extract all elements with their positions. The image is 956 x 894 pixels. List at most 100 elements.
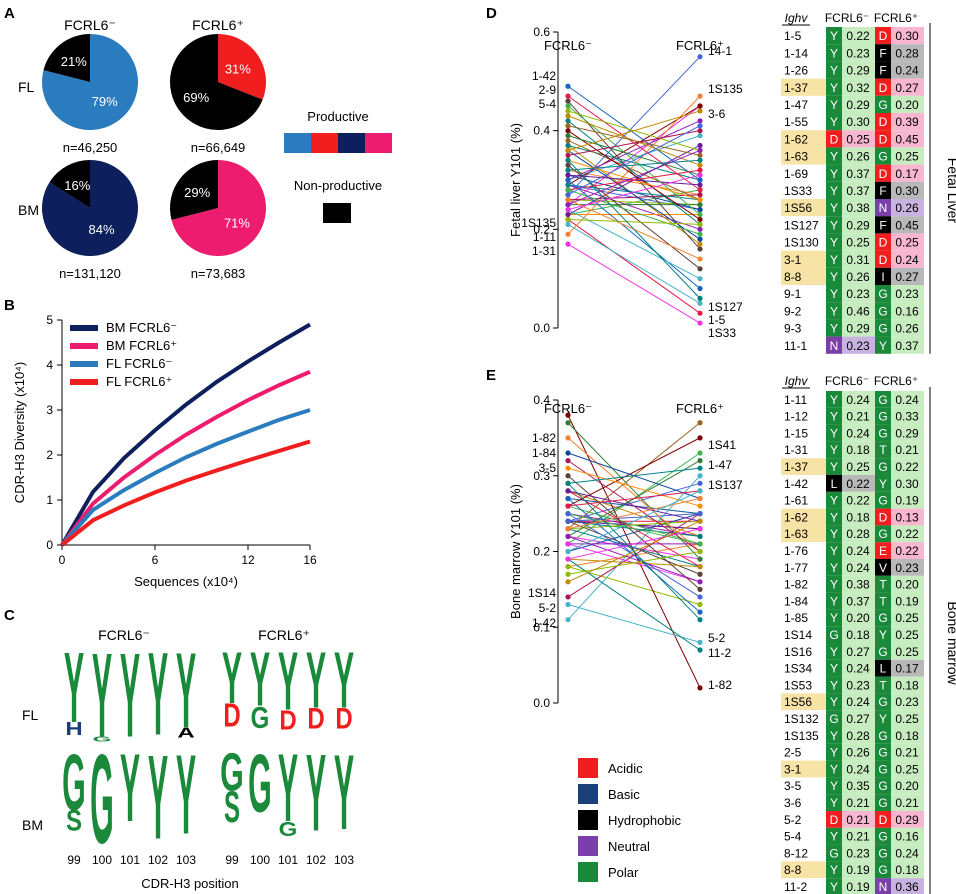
y-tick-label: 2 [46, 448, 53, 462]
value-cell [891, 659, 924, 677]
pair-point [697, 450, 703, 456]
value-text: 0.20 [895, 779, 919, 793]
logo-letter: G [90, 728, 114, 871]
aa-cell [826, 233, 842, 251]
aa-letter: Y [830, 393, 838, 407]
aa-letter: Y [830, 115, 838, 129]
aa-letter: Y [830, 253, 838, 267]
pair-point [565, 113, 571, 119]
aa-cell [875, 508, 891, 526]
value-text: 0.26 [846, 150, 870, 164]
aa-letter: D [879, 29, 888, 43]
aa-letter: G [878, 150, 887, 164]
logo-letter: Y [278, 637, 298, 729]
logo-letter: S [66, 804, 82, 837]
pair-line [567, 218, 701, 225]
pie-slice-productive [42, 160, 138, 257]
pair-line [567, 164, 701, 270]
pair-line [567, 140, 701, 201]
aa-cell [826, 861, 842, 879]
aa-cell [875, 391, 891, 408]
value-text: 0.29 [846, 98, 870, 112]
aa-letter: N [879, 201, 888, 215]
value-cell [891, 626, 924, 643]
value-text: 0.24 [846, 544, 870, 558]
aa-letter: Y [830, 494, 838, 508]
aa-letter: V [879, 561, 887, 575]
value-text: 0.21 [846, 796, 870, 810]
value-text: 0.16 [895, 304, 919, 318]
value-text: 0.23 [895, 287, 919, 301]
value-text: 0.28 [895, 46, 919, 60]
pair-point [565, 480, 571, 486]
pair-line [567, 490, 701, 522]
pair-point [697, 147, 703, 153]
value-text: 0.23 [846, 678, 870, 692]
value-text: 0.25 [895, 645, 919, 659]
legend-label: BM FCRL6⁺ [106, 338, 177, 353]
aa-cell [826, 61, 842, 79]
logo-letter: Y [64, 631, 84, 743]
aa-letter: Y [830, 410, 838, 424]
y-tick-label: 3 [46, 403, 53, 417]
pie-pct-label: 29% [184, 185, 210, 200]
pair-point [565, 123, 571, 129]
logo-letter: G [248, 739, 272, 831]
pair-line [567, 243, 701, 324]
pair-point [697, 541, 703, 547]
aa-letter: L [831, 477, 838, 491]
gene-name: 8-8 [784, 863, 802, 877]
gene-name: 1-63 [784, 527, 808, 541]
pair-point [565, 187, 571, 193]
pair-point [565, 202, 571, 208]
value-cell [891, 794, 924, 811]
pair-line [567, 179, 701, 289]
pair-point [565, 518, 571, 524]
aa-letter: Y [830, 81, 838, 95]
pair-line [567, 513, 701, 598]
pair-line [567, 110, 701, 151]
left-gene-label: 1-11 [533, 230, 556, 244]
value-text: 0.25 [895, 611, 919, 625]
aa-letter: Y [879, 477, 887, 491]
value-cell [842, 44, 875, 62]
logo-letter: A [177, 725, 194, 741]
pair-point [565, 450, 571, 456]
aa-cell [875, 727, 891, 744]
value-text: 0.23 [895, 561, 919, 575]
table-header-plus: FCRL6⁺ [874, 11, 918, 25]
value-text: 0.27 [846, 645, 870, 659]
aa-cell [826, 693, 842, 711]
pie-col-title: FCRL6⁺ [192, 17, 244, 33]
legend-productive-label: Productive [307, 109, 368, 124]
aa-cell [826, 475, 842, 492]
aa-letter: T [879, 594, 887, 608]
aa-legend-swatch [578, 758, 598, 778]
pair-line [567, 159, 701, 299]
pair-point [565, 435, 571, 441]
value-text: 0.23 [846, 46, 870, 60]
left-gene-label: 3-5 [539, 461, 557, 475]
left-gene-label: 1-31 [532, 244, 556, 258]
value-cell [891, 130, 924, 148]
gene-name: 9-2 [784, 304, 802, 318]
pair-point [565, 231, 571, 237]
right-gene-label: 1-47 [708, 458, 732, 472]
value-text: 0.24 [895, 64, 919, 78]
logo-letter: Y [334, 732, 354, 852]
pair-point [565, 108, 571, 114]
y-tick-label: 1 [46, 493, 53, 507]
table-header-plus: FCRL6⁺ [874, 374, 918, 388]
pair-point [697, 601, 703, 608]
value-text: 0.24 [846, 393, 870, 407]
pair-line [567, 566, 701, 606]
legend-label: FL FCRL6⁺ [106, 374, 172, 389]
pair-line [567, 513, 701, 522]
y-tick-label: 0.6 [533, 25, 550, 39]
value-cell [891, 233, 924, 251]
y-axis-label: Bone marrow Y101 (%) [508, 484, 523, 619]
value-text: 0.22 [895, 527, 919, 541]
pair-line [567, 209, 701, 280]
value-text: 0.26 [895, 201, 919, 215]
value-cell [891, 199, 924, 217]
